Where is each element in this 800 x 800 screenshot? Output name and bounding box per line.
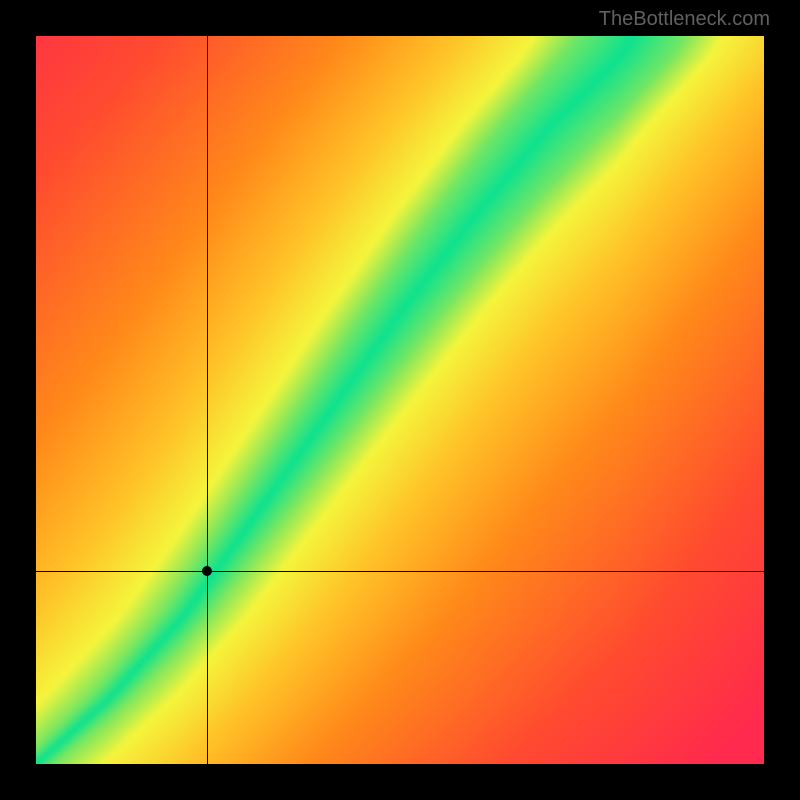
crosshair-vertical — [207, 36, 208, 764]
watermark-text: TheBottleneck.com — [599, 8, 770, 31]
crosshair-marker — [202, 566, 212, 576]
heatmap-canvas — [36, 36, 764, 764]
heatmap-plot — [36, 36, 764, 764]
crosshair-horizontal — [36, 571, 764, 572]
